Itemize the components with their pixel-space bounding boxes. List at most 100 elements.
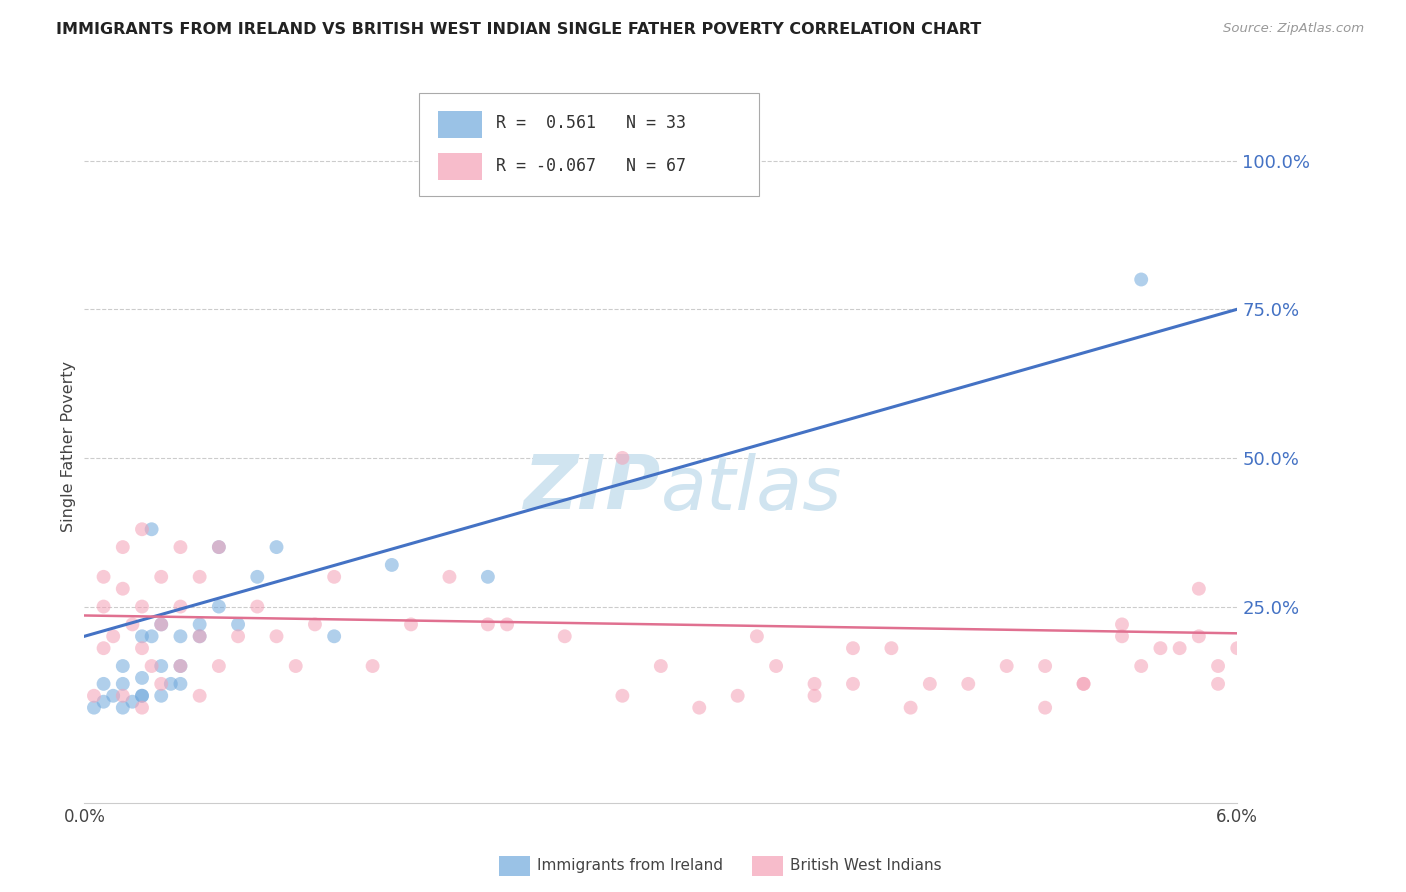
- Point: [188, 689, 211, 703]
- Text: atlas: atlas: [661, 453, 842, 524]
- Point: [131, 629, 153, 643]
- Point: [284, 659, 307, 673]
- Point: [169, 659, 191, 673]
- Point: [131, 689, 153, 703]
- Point: [226, 629, 249, 643]
- Point: [399, 617, 422, 632]
- Point: [150, 659, 173, 673]
- Point: [111, 540, 134, 554]
- Point: [208, 540, 231, 554]
- Point: [381, 558, 404, 572]
- Point: [169, 599, 191, 614]
- Point: [1111, 629, 1133, 643]
- Point: [304, 617, 326, 632]
- Point: [169, 629, 191, 643]
- Point: [842, 677, 865, 691]
- Point: [496, 617, 519, 632]
- Point: [150, 617, 173, 632]
- Point: [439, 570, 461, 584]
- Point: [208, 540, 231, 554]
- Point: [160, 677, 183, 691]
- Point: [93, 641, 115, 656]
- Point: [765, 659, 787, 673]
- Point: [554, 629, 576, 643]
- Point: [131, 671, 153, 685]
- Point: [842, 641, 865, 656]
- Text: R = -0.067   N = 67: R = -0.067 N = 67: [496, 157, 686, 175]
- Point: [169, 540, 191, 554]
- Point: [188, 629, 211, 643]
- Y-axis label: Single Father Poverty: Single Father Poverty: [60, 360, 76, 532]
- Bar: [439, 153, 482, 180]
- Point: [1033, 700, 1056, 714]
- Point: [918, 677, 941, 691]
- Point: [246, 570, 269, 584]
- Bar: [439, 111, 482, 137]
- Point: [803, 689, 825, 703]
- Point: [612, 689, 634, 703]
- Point: [93, 695, 115, 709]
- Point: [323, 629, 346, 643]
- Text: British West Indians: British West Indians: [790, 858, 942, 872]
- Point: [188, 617, 211, 632]
- Point: [1226, 641, 1249, 656]
- Point: [900, 700, 922, 714]
- Point: [83, 700, 105, 714]
- Point: [111, 700, 134, 714]
- Point: [1033, 659, 1056, 673]
- Point: [323, 570, 346, 584]
- Point: [246, 599, 269, 614]
- Point: [103, 629, 125, 643]
- Point: [612, 450, 634, 465]
- Point: [111, 582, 134, 596]
- Point: [266, 540, 288, 554]
- Point: [477, 570, 499, 584]
- Point: [1188, 629, 1211, 643]
- Point: [208, 599, 231, 614]
- Text: ZIP: ZIP: [523, 452, 661, 525]
- Point: [103, 689, 125, 703]
- Point: [361, 659, 384, 673]
- Point: [727, 153, 749, 168]
- Point: [131, 641, 153, 656]
- Point: [131, 700, 153, 714]
- Point: [1206, 677, 1229, 691]
- Point: [1130, 659, 1153, 673]
- Point: [150, 689, 173, 703]
- Point: [121, 617, 143, 632]
- Point: [141, 522, 163, 536]
- Point: [169, 677, 191, 691]
- Text: R =  0.561   N = 33: R = 0.561 N = 33: [496, 114, 686, 132]
- Point: [1111, 617, 1133, 632]
- Point: [208, 659, 231, 673]
- Point: [188, 629, 211, 643]
- Point: [121, 695, 143, 709]
- Point: [131, 689, 153, 703]
- Point: [995, 659, 1018, 673]
- Point: [957, 677, 980, 691]
- Point: [1149, 641, 1171, 656]
- Point: [266, 629, 288, 643]
- Point: [131, 522, 153, 536]
- Point: [150, 570, 173, 584]
- Point: [150, 677, 173, 691]
- Point: [226, 617, 249, 632]
- Point: [880, 641, 903, 656]
- Point: [727, 689, 749, 703]
- Point: [150, 617, 173, 632]
- Point: [93, 570, 115, 584]
- Point: [188, 570, 211, 584]
- Point: [93, 599, 115, 614]
- Point: [111, 677, 134, 691]
- Point: [1130, 272, 1153, 286]
- Point: [1188, 582, 1211, 596]
- Point: [1073, 677, 1095, 691]
- Point: [1206, 659, 1229, 673]
- Point: [745, 629, 768, 643]
- Point: [1073, 677, 1095, 691]
- Point: [688, 700, 710, 714]
- Text: IMMIGRANTS FROM IRELAND VS BRITISH WEST INDIAN SINGLE FATHER POVERTY CORRELATION: IMMIGRANTS FROM IRELAND VS BRITISH WEST …: [56, 22, 981, 37]
- Point: [131, 599, 153, 614]
- Point: [169, 659, 191, 673]
- Point: [141, 659, 163, 673]
